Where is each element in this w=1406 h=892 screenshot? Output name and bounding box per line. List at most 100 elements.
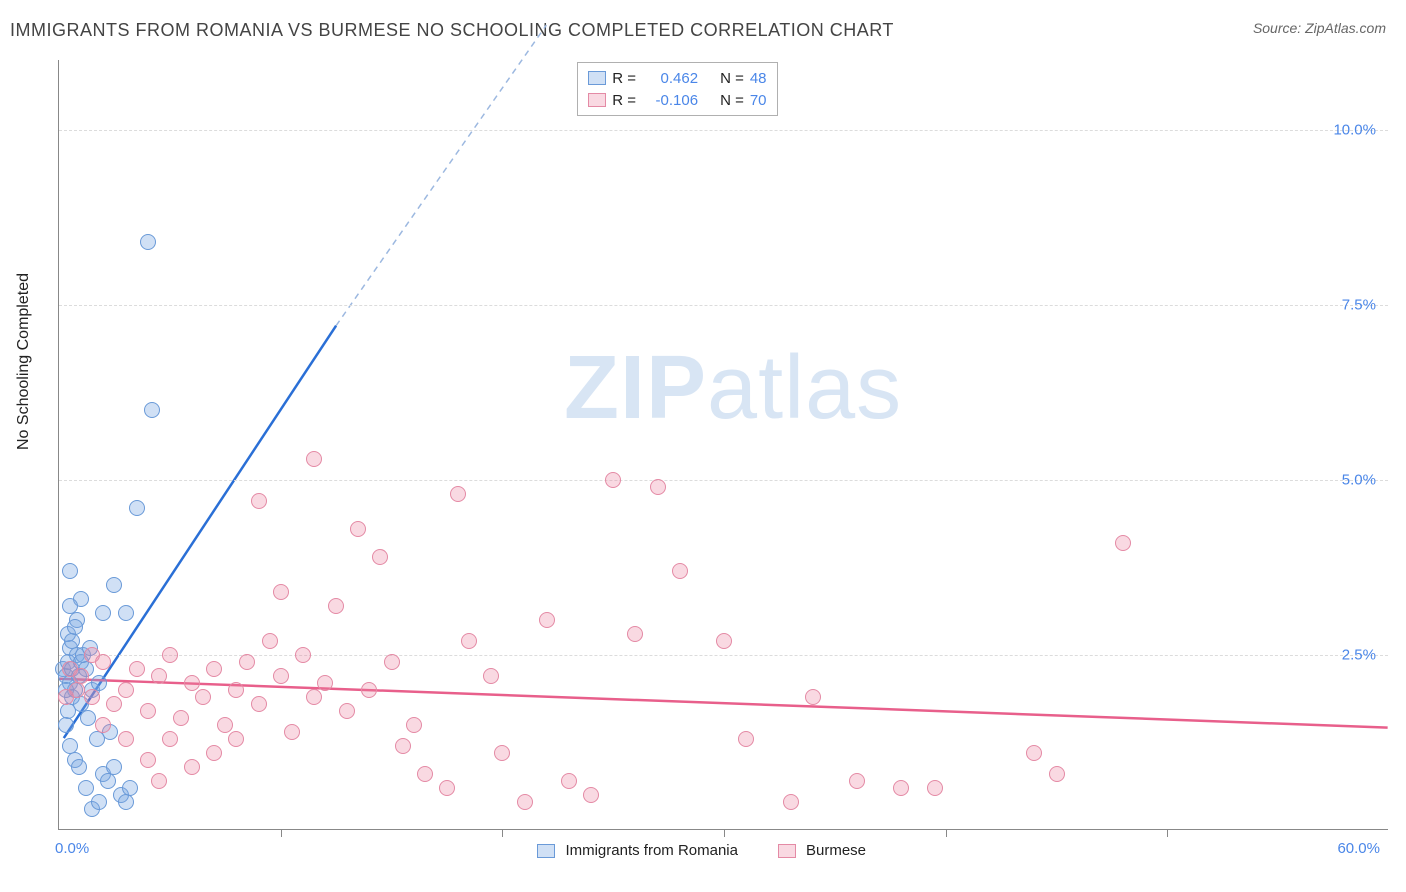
- scatter-point-romania: [129, 500, 145, 516]
- scatter-point-burmese: [395, 738, 411, 754]
- n-value: 48: [750, 70, 767, 87]
- scatter-point-burmese: [539, 612, 555, 628]
- scatter-point-romania: [106, 759, 122, 775]
- legend-swatch-burmese: [778, 844, 796, 858]
- regression-line-dash-romania: [336, 25, 546, 326]
- scatter-point-burmese: [84, 647, 100, 663]
- scatter-point-burmese: [106, 696, 122, 712]
- scatter-point-burmese: [173, 710, 189, 726]
- scatter-point-burmese: [494, 745, 510, 761]
- scatter-point-burmese: [129, 661, 145, 677]
- scatter-point-burmese: [517, 794, 533, 810]
- gridline: [59, 655, 1388, 656]
- scatter-point-burmese: [151, 773, 167, 789]
- scatter-point-burmese: [927, 780, 943, 796]
- scatter-point-burmese: [672, 563, 688, 579]
- correlation-legend: R =0.462N =48R =-0.106N =70: [577, 62, 777, 116]
- scatter-point-burmese: [206, 745, 222, 761]
- n-label: N =: [720, 70, 744, 87]
- scatter-point-burmese: [361, 682, 377, 698]
- watermark: ZIPatlas: [564, 337, 902, 440]
- swatch-romania: [588, 71, 606, 85]
- scatter-point-romania: [62, 598, 78, 614]
- series-legend: Immigrants from Romania Burmese: [537, 842, 896, 859]
- x-tick: [1167, 829, 1168, 837]
- scatter-point-burmese: [461, 633, 477, 649]
- scatter-point-romania: [67, 619, 83, 635]
- source-prefix: Source:: [1253, 20, 1305, 36]
- scatter-point-burmese: [306, 689, 322, 705]
- x-tick: [281, 829, 282, 837]
- scatter-point-burmese: [295, 647, 311, 663]
- scatter-point-burmese: [195, 689, 211, 705]
- correlation-row-burmese: R = -0.106 N = 70: [588, 89, 766, 111]
- scatter-point-romania: [78, 780, 94, 796]
- y-tick-label: 2.5%: [1342, 647, 1376, 664]
- scatter-point-burmese: [251, 493, 267, 509]
- r-label: R =: [612, 70, 636, 87]
- scatter-point-burmese: [339, 703, 355, 719]
- regression-lines: [59, 60, 1388, 829]
- scatter-point-burmese: [262, 633, 278, 649]
- scatter-point-burmese: [328, 598, 344, 614]
- scatter-point-romania: [58, 717, 74, 733]
- scatter-point-burmese: [118, 682, 134, 698]
- scatter-point-romania: [118, 794, 134, 810]
- y-tick-label: 5.0%: [1342, 472, 1376, 489]
- source-attribution: Source: ZipAtlas.com: [1253, 20, 1386, 36]
- x-tick-label: 60.0%: [1337, 840, 1380, 857]
- scatter-point-romania: [91, 794, 107, 810]
- scatter-point-burmese: [893, 780, 909, 796]
- legend-label-burmese: Burmese: [806, 842, 866, 859]
- scatter-point-burmese: [805, 689, 821, 705]
- scatter-point-romania: [64, 633, 80, 649]
- scatter-point-burmese: [228, 731, 244, 747]
- scatter-point-burmese: [783, 794, 799, 810]
- scatter-point-burmese: [151, 668, 167, 684]
- y-tick-label: 7.5%: [1342, 297, 1376, 314]
- scatter-point-burmese: [317, 675, 333, 691]
- gridline: [59, 480, 1388, 481]
- scatter-point-burmese: [406, 717, 422, 733]
- scatter-point-burmese: [162, 731, 178, 747]
- n-value: 70: [750, 92, 767, 109]
- y-axis-label: No Schooling Completed: [15, 273, 33, 450]
- n-label: N =: [720, 92, 744, 109]
- scatter-point-burmese: [217, 717, 233, 733]
- scatter-point-burmese: [273, 584, 289, 600]
- scatter-point-burmese: [583, 787, 599, 803]
- scatter-point-burmese: [561, 773, 577, 789]
- watermark-atlas: atlas: [707, 338, 902, 438]
- scatter-point-burmese: [650, 479, 666, 495]
- scatter-point-burmese: [627, 626, 643, 642]
- scatter-point-burmese: [350, 521, 366, 537]
- scatter-point-romania: [100, 773, 116, 789]
- source-name: ZipAtlas.com: [1305, 20, 1386, 36]
- scatter-point-burmese: [95, 717, 111, 733]
- x-tick: [946, 829, 947, 837]
- scatter-point-romania: [140, 234, 156, 250]
- scatter-point-romania: [144, 402, 160, 418]
- x-tick-label: 0.0%: [55, 840, 89, 857]
- scatter-point-romania: [80, 710, 96, 726]
- scatter-point-burmese: [372, 549, 388, 565]
- scatter-plot: ZIPatlas 2.5%5.0%7.5%10.0%0.0%60.0%R =0.…: [58, 60, 1388, 830]
- y-tick-label: 10.0%: [1333, 122, 1376, 139]
- scatter-point-burmese: [605, 472, 621, 488]
- scatter-point-burmese: [184, 759, 200, 775]
- scatter-point-romania: [122, 780, 138, 796]
- r-label: R =: [612, 92, 636, 109]
- gridline: [59, 305, 1388, 306]
- legend-label-romania: Immigrants from Romania: [565, 842, 738, 859]
- r-value: -0.106: [642, 92, 698, 109]
- scatter-point-burmese: [439, 780, 455, 796]
- scatter-point-burmese: [306, 451, 322, 467]
- scatter-point-burmese: [450, 486, 466, 502]
- scatter-point-burmese: [184, 675, 200, 691]
- x-tick: [724, 829, 725, 837]
- scatter-point-burmese: [1115, 535, 1131, 551]
- scatter-point-burmese: [84, 689, 100, 705]
- scatter-point-romania: [106, 577, 122, 593]
- scatter-point-burmese: [228, 682, 244, 698]
- scatter-point-burmese: [118, 731, 134, 747]
